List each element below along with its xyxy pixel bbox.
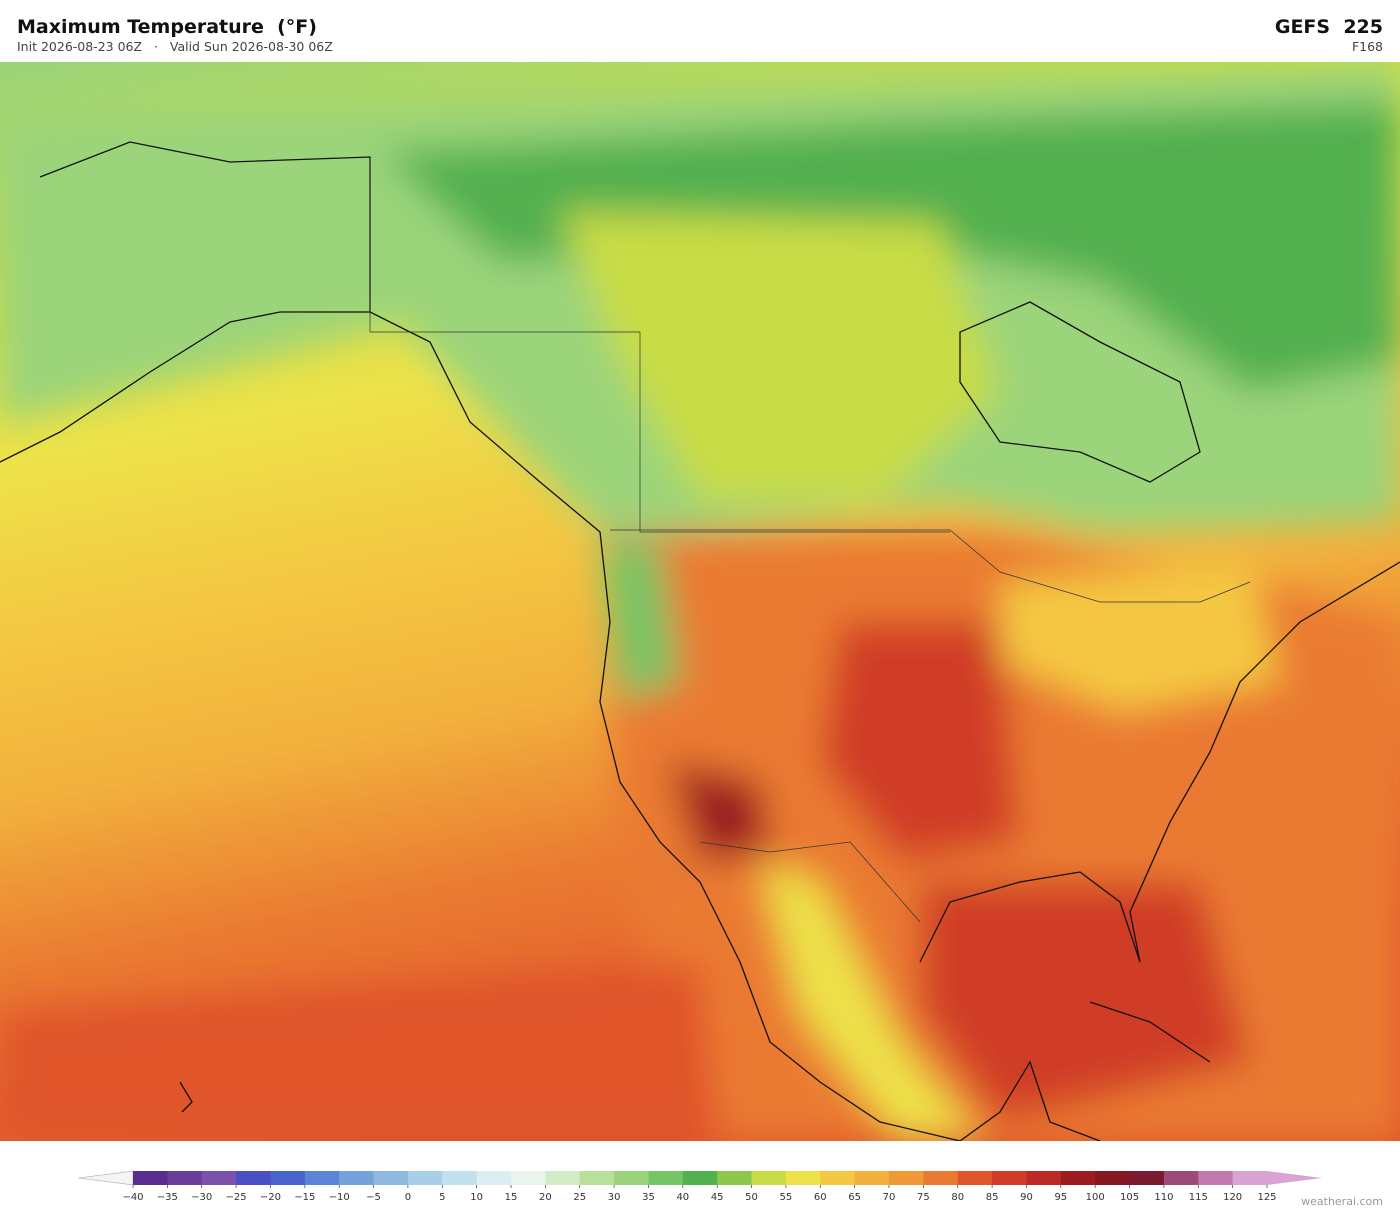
tick-label: 125 [1257, 1192, 1276, 1203]
tick-label: 65 [848, 1192, 861, 1203]
color-bin [476, 1171, 512, 1185]
color-bin [785, 1171, 821, 1185]
color-bin [442, 1171, 478, 1185]
color-bin [682, 1171, 718, 1185]
borders [369, 157, 1251, 923]
tick-label: 95 [1054, 1192, 1067, 1203]
tick-label: 50 [745, 1192, 758, 1203]
credit: weatherai.com [1301, 1195, 1383, 1208]
tick-label: 45 [711, 1192, 724, 1203]
color-bin [1232, 1171, 1268, 1185]
color-bin [1026, 1171, 1062, 1185]
color-bin [717, 1171, 753, 1185]
color-bin [751, 1171, 787, 1185]
color-bin [1060, 1171, 1096, 1185]
tick-label: −30 [191, 1192, 212, 1203]
subtitle: Init 2026-08-23 06Z · Valid Sun 2026-08-… [17, 39, 333, 54]
color-bin [579, 1171, 615, 1185]
tick-label: 70 [883, 1192, 896, 1203]
color-bin [1129, 1171, 1165, 1185]
tick-label: 55 [780, 1192, 793, 1203]
init-time: Init 2026-08-23 06Z [17, 39, 143, 54]
tick-label: −25 [226, 1192, 247, 1203]
color-bin [201, 1171, 237, 1185]
color-bin [1198, 1171, 1234, 1185]
tick-label: −40 [122, 1192, 143, 1203]
color-bin [957, 1171, 993, 1185]
tick-label: 120 [1223, 1192, 1242, 1203]
tick-label: 15 [505, 1192, 518, 1203]
tick-label: 75 [917, 1192, 930, 1203]
separator: · [153, 39, 158, 54]
tick-label: 80 [951, 1192, 964, 1203]
color-bin [339, 1171, 375, 1185]
color-bin [854, 1171, 890, 1185]
color-bin [820, 1171, 856, 1185]
tick-label: 20 [539, 1192, 552, 1203]
color-bin [167, 1171, 203, 1185]
tick-label: 85 [986, 1192, 999, 1203]
color-bin [992, 1171, 1027, 1185]
tick-label: −15 [294, 1192, 315, 1203]
color-bin [133, 1171, 168, 1185]
valid-time: Valid Sun 2026-08-30 06Z [169, 39, 333, 54]
tick-label: 110 [1154, 1192, 1173, 1203]
forecast-hour: F168 [1351, 39, 1383, 54]
tick-label: −10 [329, 1192, 350, 1203]
tick-label: 25 [573, 1192, 586, 1203]
tick-label: 40 [676, 1192, 689, 1203]
over-triangle [1267, 1171, 1322, 1185]
tick-label: 105 [1120, 1192, 1139, 1203]
color-bin [407, 1171, 443, 1185]
color-bin [304, 1171, 340, 1185]
color-bin [236, 1171, 271, 1185]
tick-label: −35 [157, 1192, 178, 1203]
tick-label: 10 [470, 1192, 483, 1203]
tick-label: 35 [642, 1192, 655, 1203]
color-bin [648, 1171, 684, 1185]
tick-label: 90 [1020, 1192, 1033, 1203]
tick-label: 0 [405, 1192, 411, 1203]
title: Maximum Temperature (°F) [17, 16, 317, 38]
tick-label: 100 [1086, 1192, 1105, 1203]
color-bin [545, 1171, 581, 1185]
tick-label: 115 [1189, 1192, 1208, 1203]
color-bin [511, 1171, 546, 1185]
tick-label: −20 [260, 1192, 281, 1203]
color-bin [614, 1171, 649, 1185]
color-bin [923, 1171, 959, 1185]
tick-label: 5 [439, 1192, 445, 1203]
color-bin [889, 1171, 924, 1185]
color-bin [1095, 1171, 1131, 1185]
temperature-field [0, 62, 1400, 1141]
color-bin [373, 1171, 409, 1185]
tick-label: 60 [814, 1192, 827, 1203]
model-name: GEFS 225 [1274, 16, 1383, 38]
tick-label: −5 [366, 1192, 381, 1203]
map [0, 62, 1400, 1141]
color-bin [1163, 1171, 1199, 1185]
color-bin [270, 1171, 306, 1185]
tick-label: 30 [608, 1192, 621, 1203]
under-triangle [77, 1170, 134, 1186]
colorbar: weatherai.com −40 −35 −30 −25 −20 −15 −10 −5 0 5 1… [77, 1170, 1383, 1208]
